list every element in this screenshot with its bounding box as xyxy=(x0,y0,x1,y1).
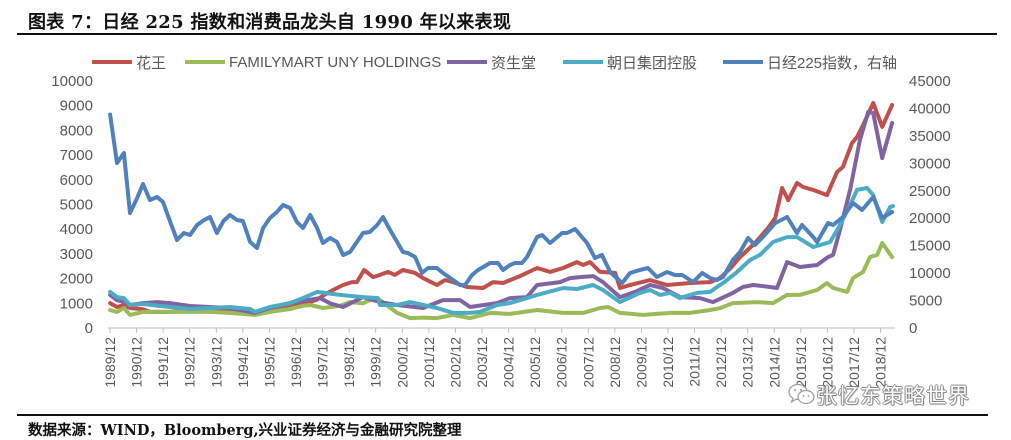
x-tick-label: 2018/12 xyxy=(873,337,889,388)
x-tick-label: 1991/12 xyxy=(155,337,171,388)
x-tick-label: 1998/12 xyxy=(341,337,357,388)
x-tick-label: 1992/12 xyxy=(182,337,198,388)
legend-swatch-familymart xyxy=(185,60,225,64)
x-tick-label: 2002/12 xyxy=(447,337,463,388)
x-tick-label: 2012/12 xyxy=(713,337,729,388)
legend-swatch-asahi xyxy=(563,60,603,64)
y-left-tick-label: 9000 xyxy=(60,98,93,115)
x-tick-label: 2003/12 xyxy=(474,337,490,388)
legend-label-shiseido: 资生堂 xyxy=(491,54,537,72)
series-line-kao xyxy=(108,101,895,314)
x-tick-label: 2011/12 xyxy=(687,337,703,387)
y-left-tick-label: 1000 xyxy=(60,295,93,312)
axes-layer: 1989/12 1990/12 1991/12 1992/12 1993/12 1994/… xyxy=(51,73,950,388)
y-left-tick-label: 0 xyxy=(85,320,93,337)
x-tick-label: 2010/12 xyxy=(660,337,676,388)
x-tick-label: 2001/12 xyxy=(421,337,437,388)
y-right-tick-label: 30000 xyxy=(909,155,951,172)
y-right-tick-label: 25000 xyxy=(909,183,951,200)
x-tick-label: 2009/12 xyxy=(633,337,649,388)
legend-label-nikkei: 日经225指数，右轴 xyxy=(767,54,898,72)
x-tick-label: 1997/12 xyxy=(315,337,331,388)
y-right-tick-label: 0 xyxy=(909,320,917,337)
y-right-tick-label: 40000 xyxy=(909,100,951,117)
source-note: 数据来源：WIND，Bloomberg,兴业证券经济与金融研究院整理 xyxy=(28,422,462,439)
x-tick-label: 2016/12 xyxy=(819,337,835,388)
chart-title: 图表 7：日经 225 指数和消费品龙头自 1990 年以来表现 xyxy=(28,12,512,33)
x-tick-label: 1996/12 xyxy=(288,337,304,388)
x-tick-label: 2006/12 xyxy=(554,337,570,388)
x-tick-label: 1999/12 xyxy=(368,337,384,388)
x-tick-label: 2015/12 xyxy=(793,337,809,388)
x-tick-label: 1989/12 xyxy=(102,337,118,388)
x-tick-label: 1995/12 xyxy=(261,337,277,388)
x-tick-label: 2007/12 xyxy=(580,337,596,388)
source-divider xyxy=(17,414,988,416)
y-left-tick-label: 2000 xyxy=(60,271,93,288)
y-right-tick-label: 10000 xyxy=(909,265,951,282)
x-tick-label: 1990/12 xyxy=(129,337,145,388)
legend-item-shiseido: 资生堂 xyxy=(447,53,537,72)
y-left-tick-label: 6000 xyxy=(60,172,93,189)
series-line-familymart xyxy=(108,241,895,321)
legend-item-familymart: FAMILYMART UNY HOLDINGS xyxy=(185,53,441,71)
watermark: 张忆东策略世界 xyxy=(788,380,970,410)
x-tick-label: 2004/12 xyxy=(501,337,517,388)
series-line-asahi xyxy=(108,186,896,315)
legend-label-asahi: 朝日集团控股 xyxy=(607,54,698,72)
legend-item-kao: 花王 xyxy=(92,53,167,72)
legend-item-asahi: 朝日集团控股 xyxy=(563,53,698,72)
y-right-tick-label: 45000 xyxy=(909,73,951,90)
x-tick-label: 2014/12 xyxy=(766,337,782,388)
legend-swatch-kao xyxy=(92,60,132,64)
x-tick-label: 2017/12 xyxy=(846,337,862,388)
y-right-tick-label: 5000 xyxy=(909,293,942,310)
y-right-tick-label: 15000 xyxy=(909,238,951,255)
legend-swatch-nikkei xyxy=(723,60,763,64)
x-tick-label: 1994/12 xyxy=(235,337,251,388)
legend-label-familymart: FAMILYMART UNY HOLDINGS xyxy=(229,53,442,71)
legend-item-nikkei: 日经225指数，右轴 xyxy=(723,53,898,72)
watermark-text: 张忆东策略世界 xyxy=(816,384,970,408)
x-tick-label: 2013/12 xyxy=(740,337,756,388)
y-left-tick-label: 4000 xyxy=(60,221,93,238)
legend-swatch-shiseido xyxy=(447,60,487,64)
x-tick-label: 2008/12 xyxy=(607,337,623,388)
title-divider xyxy=(17,33,997,35)
legend-label-kao: 花王 xyxy=(136,54,167,72)
x-tick-label: 2005/12 xyxy=(527,337,543,388)
x-tick-label: 2000/12 xyxy=(394,337,410,388)
y-left-tick-label: 8000 xyxy=(60,122,93,139)
y-right-tick-label: 20000 xyxy=(909,210,951,227)
wechat-icon xyxy=(788,383,815,405)
y-left-tick-label: 10000 xyxy=(51,73,93,90)
y-left-tick-label: 5000 xyxy=(60,197,93,214)
y-left-tick-label: 7000 xyxy=(60,147,93,164)
series-layer xyxy=(108,101,896,321)
x-tick-label: 1993/12 xyxy=(208,337,224,388)
y-left-tick-label: 3000 xyxy=(60,246,93,263)
y-right-tick-label: 35000 xyxy=(909,128,951,145)
series-line-nikkei225 xyxy=(108,112,895,287)
